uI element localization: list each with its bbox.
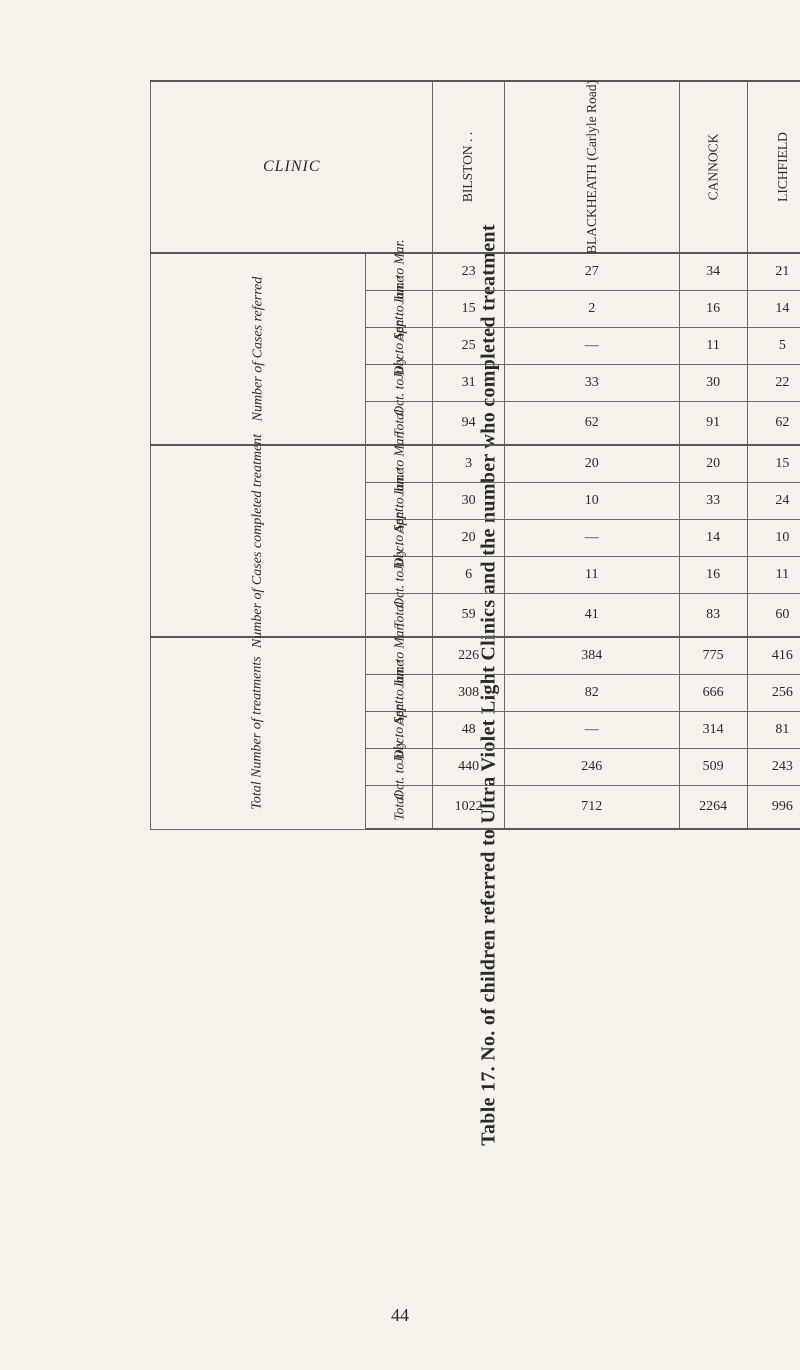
table-cell: 15 — [433, 291, 504, 328]
table-cell: 384 — [504, 637, 679, 675]
table-cell: 22 — [747, 365, 800, 402]
table-cell: 509 — [679, 749, 747, 786]
table-cell: 20 — [433, 520, 504, 557]
table-cell: 23 — [433, 253, 504, 291]
table-cell: 14 — [679, 520, 747, 557]
table-cell: 246 — [504, 749, 679, 786]
clinic-name: LICHFIELD — [747, 81, 800, 253]
table-cell: 82 — [504, 675, 679, 712]
table-cell: 10 — [504, 483, 679, 520]
table-cell: 16 — [679, 557, 747, 594]
table-cell: 996 — [747, 786, 800, 830]
table-cell: 5 — [747, 328, 800, 365]
table-cell: 2264 — [679, 786, 747, 830]
table-cell: 308 — [433, 675, 504, 712]
table-cell: 775 — [679, 637, 747, 675]
section-label: Total Number of treatments — [151, 637, 366, 829]
table-cell: 10 — [747, 520, 800, 557]
table-cell: 440 — [433, 749, 504, 786]
table-cell: 41 — [504, 594, 679, 638]
table-cell: 14 — [747, 291, 800, 328]
section-label: Number of Cases referred — [151, 253, 366, 445]
period-label: Oct. to Dec. — [366, 749, 433, 786]
table-cell: 83 — [679, 594, 747, 638]
clinic-name: CANNOCK — [679, 81, 747, 253]
table-cell: 20 — [504, 445, 679, 483]
clinic-name: BILSTON . . — [433, 81, 504, 253]
table-cell: 2 — [504, 291, 679, 328]
page-number: 44 — [0, 1305, 800, 1326]
table-cell: 416 — [747, 637, 800, 675]
table-cell: 91 — [679, 402, 747, 446]
table-cell: 314 — [679, 712, 747, 749]
table-cell: 6 — [433, 557, 504, 594]
table-cell: — — [504, 328, 679, 365]
table-cell: 3 — [433, 445, 504, 483]
table-cell: — — [504, 712, 679, 749]
table-cell: 48 — [433, 712, 504, 749]
treatment-table: CLINICBILSTON . .BLACKHEATH (Carlyle Roa… — [150, 80, 800, 830]
table-cell: 256 — [747, 675, 800, 712]
table-cell: 666 — [679, 675, 747, 712]
table-cell: 24 — [747, 483, 800, 520]
table-cell: 81 — [747, 712, 800, 749]
clinic-heading: CLINIC — [151, 81, 433, 253]
table-cell: 243 — [747, 749, 800, 786]
table-cell: 60 — [747, 594, 800, 638]
table-cell: 226 — [433, 637, 504, 675]
table-cell: 16 — [679, 291, 747, 328]
table-cell: 15 — [747, 445, 800, 483]
table-container: CLINICBILSTON . .BLACKHEATH (Carlyle Roa… — [150, 80, 800, 830]
table-cell: 11 — [504, 557, 679, 594]
page: Table 17. No. of children referred to Ul… — [0, 0, 800, 1370]
table-cell: 21 — [747, 253, 800, 291]
table-cell: 33 — [679, 483, 747, 520]
table-cell: 94 — [433, 402, 504, 446]
table-cell: 25 — [433, 328, 504, 365]
table-cell: 62 — [747, 402, 800, 446]
table-cell: 20 — [679, 445, 747, 483]
section-label: Number of Cases completed treatment — [151, 445, 366, 637]
period-label: Oct. to Dec. — [366, 557, 433, 594]
clinic-name: BLACKHEATH (Carlyle Road) — [504, 81, 679, 253]
table-cell: 27 — [504, 253, 679, 291]
table-cell: 31 — [433, 365, 504, 402]
table-cell: 712 — [504, 786, 679, 830]
table-cell: 30 — [433, 483, 504, 520]
table-cell: 11 — [679, 328, 747, 365]
table-cell: 33 — [504, 365, 679, 402]
table-cell: 62 — [504, 402, 679, 446]
period-label: Oct. to Dec. — [366, 365, 433, 402]
table-cell: 30 — [679, 365, 747, 402]
table-cell: 59 — [433, 594, 504, 638]
table-cell: 1022 — [433, 786, 504, 830]
table-cell: — — [504, 520, 679, 557]
table-cell: 11 — [747, 557, 800, 594]
table-cell: 34 — [679, 253, 747, 291]
